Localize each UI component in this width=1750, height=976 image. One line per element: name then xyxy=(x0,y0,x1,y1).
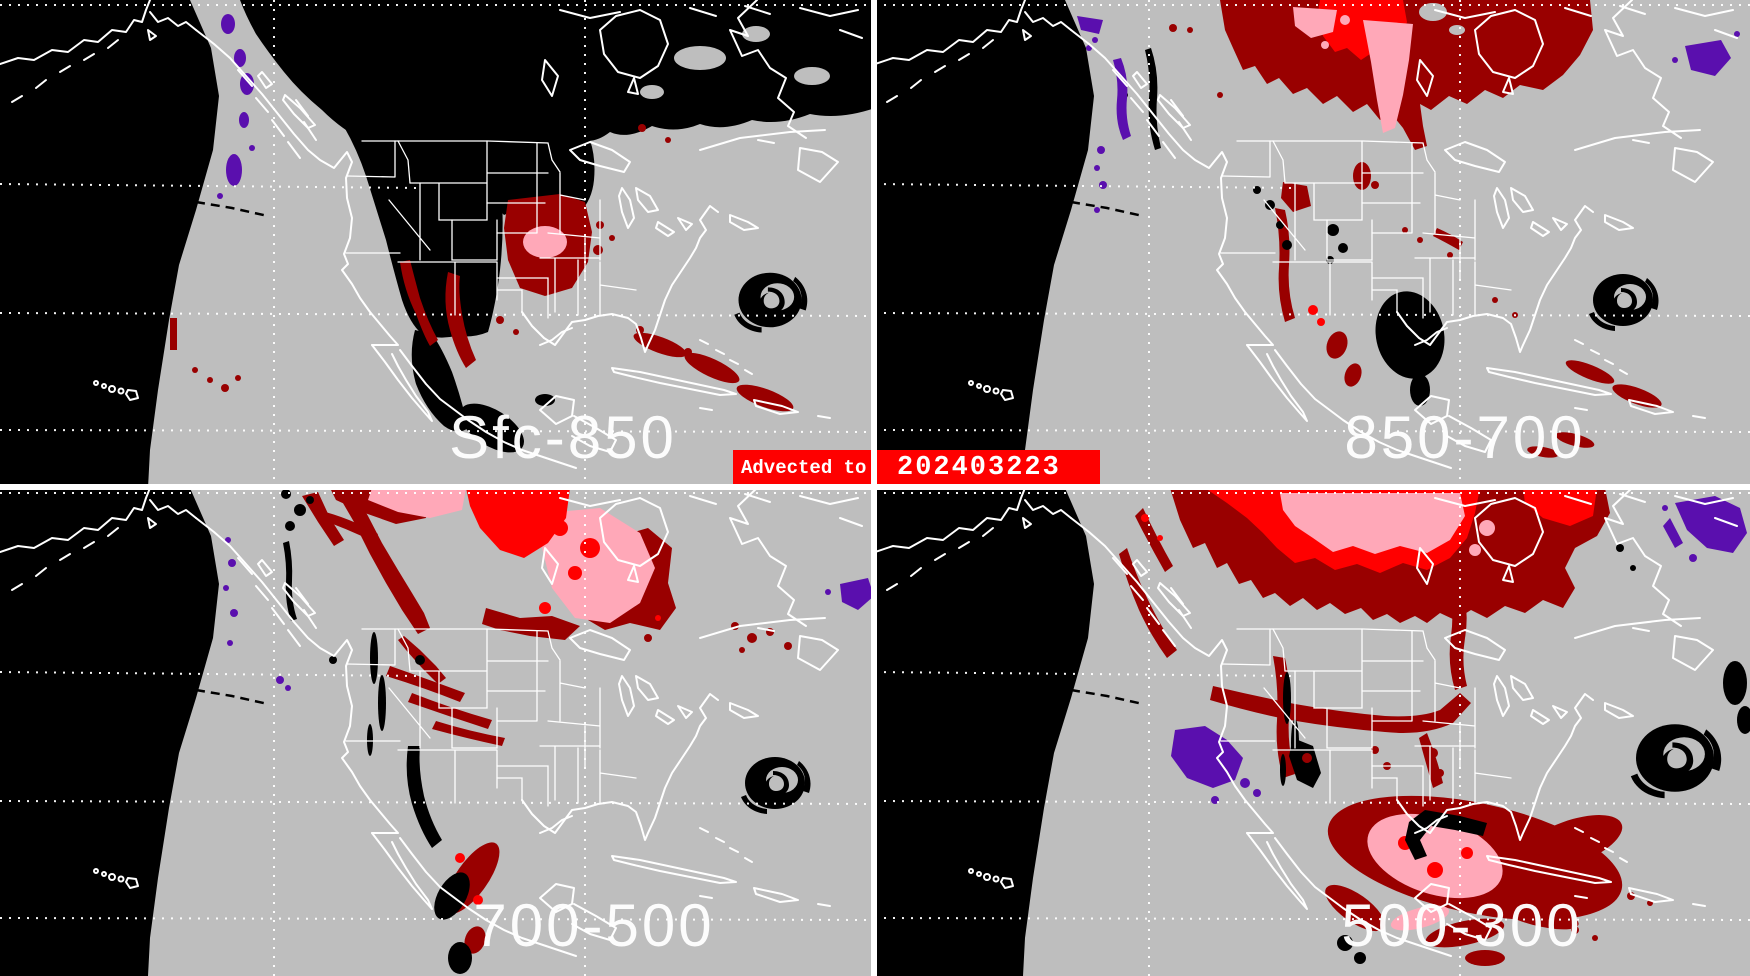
panel-label: 850-700 xyxy=(1344,404,1585,471)
panel-sfc-850: Sfc-850 xyxy=(0,0,875,488)
banner-timestamp-value: 202403223 xyxy=(897,453,1061,483)
panel-500-300: 500-300 xyxy=(875,488,1750,976)
500-300-data-layer xyxy=(1119,488,1750,966)
panel-divider-horizontal xyxy=(0,484,1750,490)
advection-banner: Advected to 202403223 xyxy=(733,450,1100,484)
panel-700-500: 700-500 xyxy=(0,488,875,976)
700-500-data-layer xyxy=(223,488,874,974)
sfc-850-data-layer xyxy=(170,0,875,453)
panel-850-700: 850-700 xyxy=(875,0,1750,488)
850-700-data-layer xyxy=(1077,0,1740,458)
panel-label: 500-300 xyxy=(1341,892,1582,959)
panel-label: 700-500 xyxy=(473,892,714,959)
banner-label: Advected to xyxy=(741,457,867,479)
panel-label: Sfc-850 xyxy=(449,404,677,471)
